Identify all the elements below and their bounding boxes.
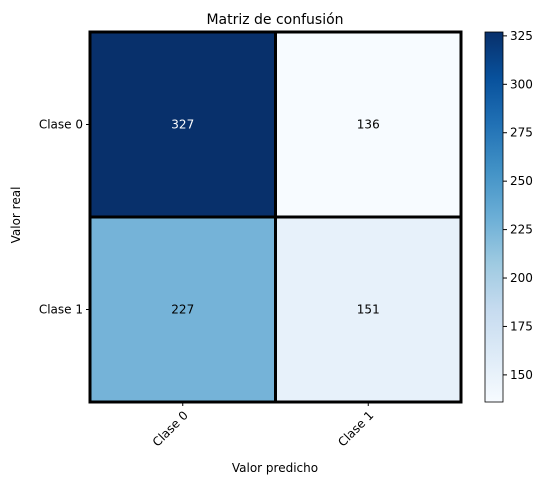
colorbar-tick-label: 275 bbox=[510, 126, 533, 140]
x-axis-ticks: Clase 0 Clase 1 bbox=[150, 402, 376, 449]
y-tick-label: Clase 0 bbox=[39, 118, 83, 132]
colorbar-tick-label: 300 bbox=[510, 77, 533, 91]
colorbar-tick-label: 250 bbox=[510, 174, 533, 188]
axes-frame bbox=[89, 31, 462, 403]
colorbar-tick-label: 200 bbox=[510, 271, 533, 285]
colorbar-ticks: 150 175 200 225 250 275 300 325 bbox=[503, 29, 533, 382]
y-axis-label: Valor real bbox=[9, 187, 23, 244]
colorbar-tick-label: 150 bbox=[510, 368, 533, 382]
chart-title: Matriz de confusión bbox=[206, 12, 343, 28]
colorbar-tick-label: 325 bbox=[510, 29, 533, 43]
heatmap-cells: 327 136 227 151 bbox=[88, 30, 463, 404]
cell-value-label: 151 bbox=[357, 303, 380, 317]
cell-value-label: 327 bbox=[171, 118, 194, 132]
colorbar-tick-label: 175 bbox=[510, 319, 533, 333]
cell-value-label: 136 bbox=[357, 118, 380, 132]
colorbar-tick-label: 225 bbox=[510, 223, 533, 237]
x-tick-label: Clase 0 bbox=[150, 408, 191, 449]
colorbar-gradient bbox=[484, 31, 504, 403]
colorbar: 150 175 200 225 250 275 300 325 bbox=[484, 29, 533, 403]
x-axis-label: Valor predicho bbox=[232, 461, 318, 475]
heatmap-cell bbox=[274, 30, 463, 219]
y-axis-ticks: Clase 0 Clase 1 bbox=[39, 118, 90, 317]
cell-value-label: 227 bbox=[171, 303, 194, 317]
y-tick-label: Clase 1 bbox=[39, 303, 83, 317]
heatmap-cell bbox=[88, 30, 277, 219]
heatmap-cell bbox=[88, 215, 277, 404]
x-tick-label: Clase 1 bbox=[335, 408, 376, 449]
